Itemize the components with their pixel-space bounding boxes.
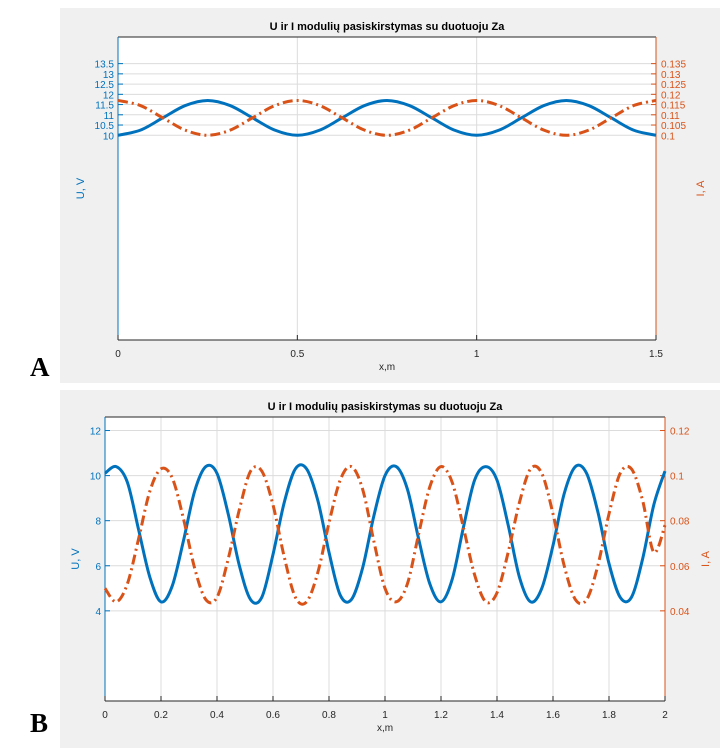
right-y-tick-label: 0.11	[661, 111, 680, 122]
left-y-tick-label: 11.5	[95, 101, 114, 112]
x-tick-label: 1.2	[434, 710, 448, 721]
chart-title: U ir I modulių pasiskirstymas su duotuoj…	[270, 21, 506, 33]
chart-figure-b: 0 0.2 0.4 0.6 0.8 1 1.2 1.4 1.6 1.8 2 4 6 8 10 12 0.04 0.…	[0, 390, 726, 748]
x-tick-label: 1	[382, 710, 388, 721]
right-y-tick-label: 0.04	[670, 607, 690, 618]
x-tick-label: 1	[474, 349, 480, 360]
x-tick-label: 0.4	[210, 710, 224, 721]
left-y-tick-label: 11	[104, 111, 115, 122]
left-y-tick-label: 10	[103, 131, 115, 142]
x-tick-label: 2	[662, 710, 668, 721]
left-y-tick-label: 13	[103, 70, 115, 81]
right-y-tick-label: 0.135	[661, 60, 686, 71]
x-tick-label: 1.4	[490, 710, 504, 721]
left-y-tick-label: 10.5	[95, 121, 115, 132]
chart-figure-a: 0 0.5 1 1.5 10 10.5 11 11.5 12 12.5 13 13.5 0.1 0.105…	[30, 8, 720, 383]
left-y-tick-label: 12.5	[95, 80, 115, 91]
x-axis-label: x,m	[379, 362, 395, 373]
x-tick-label: 0.8	[322, 710, 336, 721]
panel-letter-a: A	[30, 352, 50, 382]
right-y-axis-label: I, A	[700, 550, 712, 567]
x-axis-label: x,m	[377, 723, 393, 734]
left-y-tick-label: 10	[90, 472, 102, 483]
x-tick-label: 0.2	[154, 710, 168, 721]
voltage-series-line	[117, 98, 657, 137]
left-y-axis-label: U, V	[75, 177, 87, 199]
right-y-tick-label: 0.115	[661, 101, 686, 112]
right-y-tick-label: 0.1	[661, 131, 675, 142]
axes-background	[118, 37, 656, 340]
x-tick-label: 1.6	[546, 710, 560, 721]
voltage-series-line	[104, 463, 667, 605]
left-y-tick-label: 8	[95, 517, 101, 528]
left-y-tick-label: 6	[95, 562, 101, 573]
x-tick-label: 0.6	[266, 710, 280, 721]
right-y-tick-label: 0.105	[661, 121, 686, 132]
left-y-tick-label: 13.5	[95, 60, 115, 71]
right-y-tick-label: 0.125	[661, 80, 686, 91]
left-y-axis-label: U, V	[70, 548, 82, 570]
x-tick-label: 0	[102, 710, 108, 721]
right-y-tick-label: 0.12	[661, 90, 681, 101]
current-series-line	[103, 464, 667, 606]
right-y-axis-label: I, A	[695, 180, 707, 197]
current-series-line	[117, 98, 657, 137]
left-y-tick-label: 12	[103, 90, 115, 101]
right-y-tick-label: 0.1	[670, 472, 684, 483]
panel-letter-b: B	[30, 708, 49, 738]
chart-b: 0 0.2 0.4 0.6 0.8 1 1.2 1.4 1.6 1.8 2 4 6 8 10 12 0.04 0.…	[60, 390, 720, 748]
x-tick-label: 1.5	[649, 349, 663, 360]
left-y-tick-label: 4	[95, 607, 101, 618]
chart-title: U ir I modulių pasiskirstymas su duotuoj…	[268, 401, 504, 413]
x-tick-label: 1.8	[602, 710, 616, 721]
x-tick-label: 0	[115, 349, 121, 360]
chart-a: 0 0.5 1 1.51010.51111.51212.51313.50.10.105…	[60, 8, 720, 383]
right-y-tick-label: 0.13	[661, 70, 681, 81]
left-y-tick-label: 12	[90, 427, 102, 438]
x-tick-label: 0.5	[290, 349, 304, 360]
right-y-tick-label: 0.08	[670, 517, 690, 528]
right-y-tick-label: 0.06	[670, 562, 690, 573]
right-y-tick-label: 0.12	[670, 427, 690, 438]
